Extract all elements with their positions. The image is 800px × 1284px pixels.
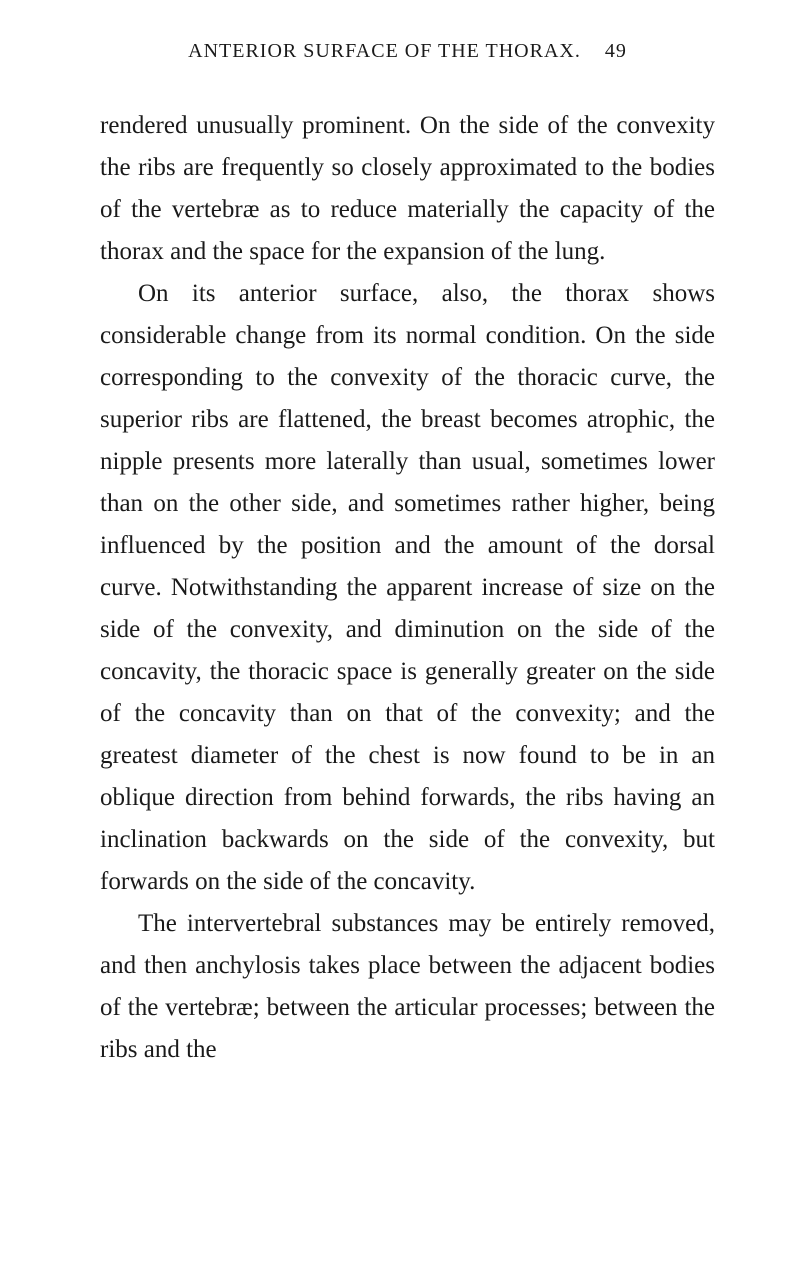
page-header: ANTERIOR SURFACE OF THE THORAX. 49 — [100, 40, 715, 63]
header-title: ANTERIOR SURFACE OF THE THORAX. — [188, 40, 581, 62]
page-number: 49 — [605, 40, 627, 62]
paragraph-1: rendered unusually prominent. On the sid… — [100, 105, 715, 273]
paragraph-2: On its anterior surface, also, the thora… — [100, 273, 715, 903]
paragraph-3: The intervertebral substances may be ent… — [100, 903, 715, 1071]
body-text: rendered unusually prominent. On the sid… — [100, 105, 715, 1071]
